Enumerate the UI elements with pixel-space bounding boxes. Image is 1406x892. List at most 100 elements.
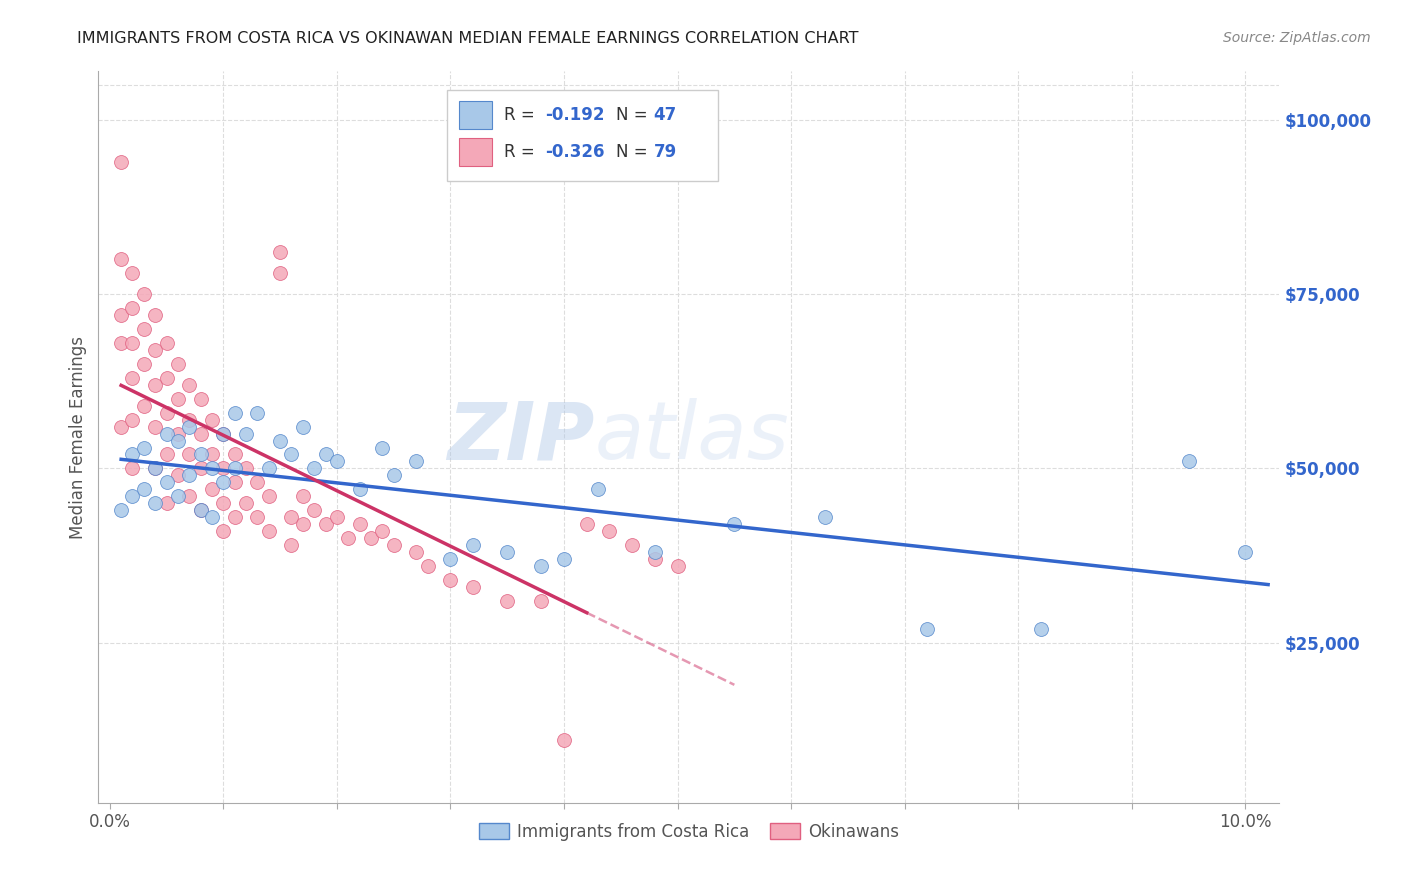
Point [190, 503, 212, 517]
Point [917, 622, 939, 636]
Point [337, 531, 360, 545]
Point [167, 434, 190, 448]
Point [246, 406, 269, 420]
Text: R =: R = [503, 143, 540, 161]
Point [315, 517, 337, 532]
Point [190, 392, 212, 406]
Text: Source: ZipAtlas.com: Source: ZipAtlas.com [1223, 31, 1371, 45]
Point [1234, 545, 1257, 559]
Point [246, 510, 269, 524]
Point [382, 538, 405, 552]
Text: -0.192: -0.192 [546, 106, 605, 124]
Point [143, 343, 166, 357]
Point [143, 496, 166, 510]
Text: N =: N = [616, 106, 652, 124]
Point [302, 461, 325, 475]
Point [132, 483, 155, 497]
Point [190, 461, 212, 475]
Point [666, 558, 689, 573]
Point [143, 377, 166, 392]
Point [644, 545, 666, 559]
Point [143, 461, 166, 475]
Point [132, 357, 155, 371]
Point [179, 468, 201, 483]
Point [201, 483, 224, 497]
Point [121, 301, 143, 316]
Point [235, 496, 257, 510]
Point [269, 434, 291, 448]
Point [167, 392, 190, 406]
Text: -0.326: -0.326 [546, 143, 605, 161]
Point [201, 461, 224, 475]
Point [269, 266, 291, 280]
Point [190, 503, 212, 517]
Point [190, 426, 212, 441]
Point [405, 454, 427, 468]
Point [121, 412, 143, 426]
Point [575, 517, 598, 532]
Point [143, 308, 166, 322]
Point [201, 510, 224, 524]
Point [179, 419, 201, 434]
Legend: Immigrants from Costa Rica, Okinawans: Immigrants from Costa Rica, Okinawans [471, 814, 907, 849]
Point [224, 461, 246, 475]
Point [155, 406, 177, 420]
Point [224, 475, 246, 490]
Point [110, 503, 132, 517]
Text: R =: R = [503, 106, 540, 124]
Point [155, 448, 177, 462]
Point [598, 524, 620, 538]
Point [291, 517, 314, 532]
Text: atlas: atlas [595, 398, 789, 476]
Point [132, 399, 155, 413]
Text: IMMIGRANTS FROM COSTA RICA VS OKINAWAN MEDIAN FEMALE EARNINGS CORRELATION CHART: IMMIGRANTS FROM COSTA RICA VS OKINAWAN M… [77, 31, 859, 46]
Point [201, 448, 224, 462]
Point [110, 155, 132, 169]
Point [553, 733, 575, 747]
Point [143, 461, 166, 475]
Point [121, 461, 143, 475]
Point [224, 510, 246, 524]
Point [121, 489, 143, 503]
Point [121, 448, 143, 462]
Point [291, 419, 314, 434]
Point [167, 357, 190, 371]
Point [212, 475, 235, 490]
Point [644, 552, 666, 566]
Point [110, 252, 132, 267]
Text: 47: 47 [654, 106, 676, 124]
Point [553, 552, 575, 566]
Text: N =: N = [616, 143, 652, 161]
Point [212, 426, 235, 441]
Point [155, 426, 177, 441]
Point [132, 322, 155, 336]
Point [302, 503, 325, 517]
Point [371, 441, 394, 455]
Point [235, 461, 257, 475]
Text: 79: 79 [654, 143, 676, 161]
Point [257, 461, 280, 475]
Point [155, 336, 177, 351]
Point [382, 468, 405, 483]
Point [326, 454, 349, 468]
Point [280, 448, 302, 462]
Point [586, 483, 609, 497]
Point [315, 448, 337, 462]
FancyBboxPatch shape [447, 90, 718, 181]
Point [814, 510, 837, 524]
Point [132, 441, 155, 455]
Point [167, 426, 190, 441]
Point [439, 573, 461, 587]
Point [235, 426, 257, 441]
Point [224, 448, 246, 462]
Point [224, 406, 246, 420]
Point [110, 336, 132, 351]
Point [463, 580, 485, 594]
FancyBboxPatch shape [458, 138, 492, 166]
Point [132, 287, 155, 301]
Point [155, 496, 177, 510]
Point [439, 552, 461, 566]
Point [155, 475, 177, 490]
Point [257, 524, 280, 538]
Point [246, 475, 269, 490]
